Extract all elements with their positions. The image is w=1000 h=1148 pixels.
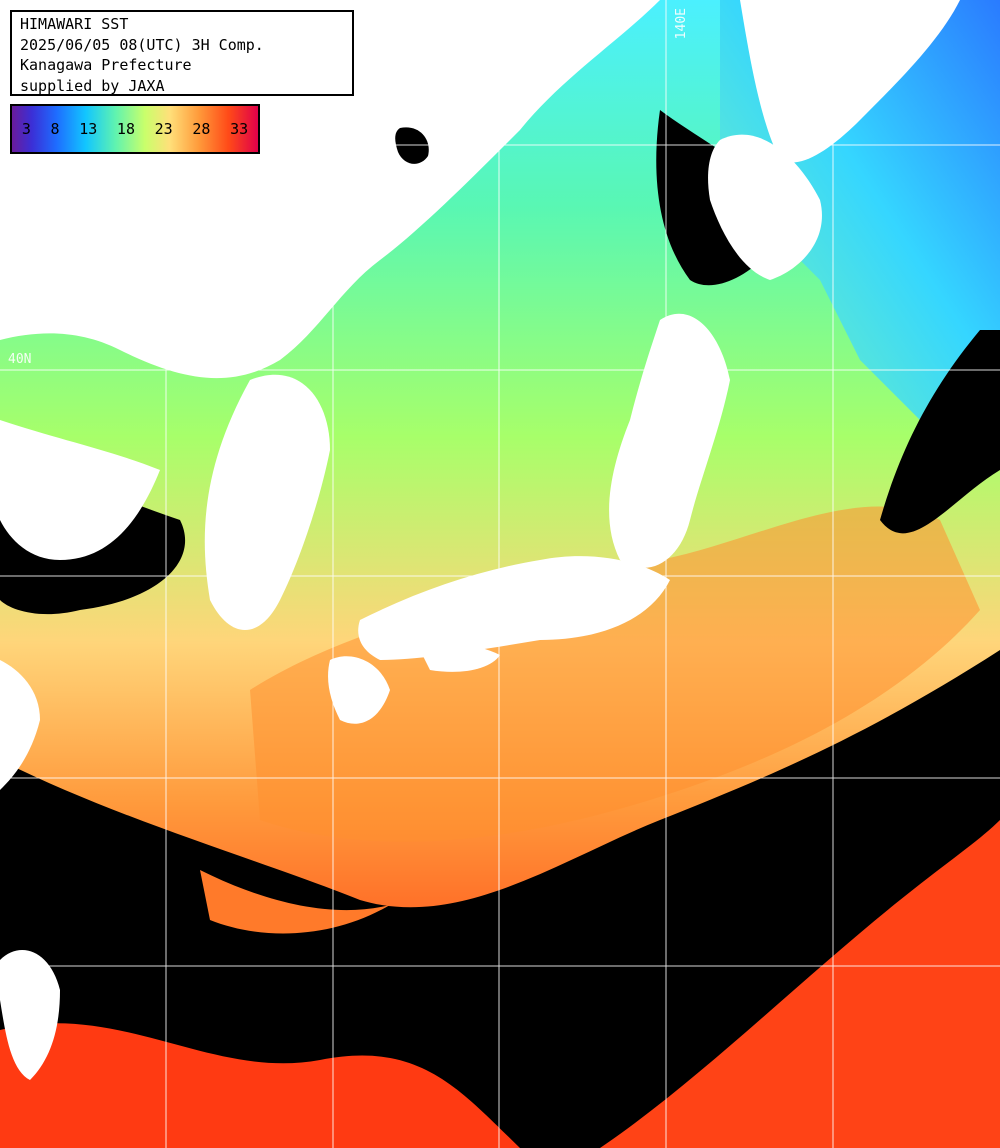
warm-patch-southwest — [0, 1023, 520, 1148]
land-korea — [204, 374, 330, 630]
land-china-coast — [0, 420, 160, 560]
longitude-label: 140E — [674, 8, 689, 40]
land-east-china-coast — [0, 660, 40, 790]
legend-tick: 8 — [50, 120, 60, 138]
land-taiwan — [0, 950, 60, 1080]
title-prefecture: Kanagawa Prefecture — [20, 56, 192, 74]
legend-tick: 3 — [21, 120, 31, 138]
warm-current-band — [250, 506, 980, 842]
title-datetime: 2025/06/05 08(UTC) 3H Comp. — [20, 35, 264, 54]
land-kyushu — [328, 656, 390, 724]
legend-tick: 33 — [230, 120, 249, 138]
temperature-legend: 3 8 13 18 23 28 33 — [10, 104, 260, 154]
warm-patch-southeast — [600, 820, 1000, 1148]
land-honshu-north — [609, 313, 730, 568]
title-product: HIMAWARI SST — [20, 15, 129, 33]
legend-tick: 18 — [116, 120, 135, 138]
land-sakhalin — [740, 0, 960, 163]
land-hokkaido — [708, 134, 822, 280]
land-shikoku — [420, 644, 500, 672]
legend-tick: 13 — [79, 120, 98, 138]
dark-island — [395, 127, 429, 164]
warm-patch-mid — [200, 870, 390, 934]
legend-tick: 23 — [154, 120, 173, 138]
land-honshu-south — [358, 556, 670, 660]
title-supplier: supplied by JAXA — [20, 76, 165, 95]
latitude-label: 40N — [8, 352, 32, 367]
cloud-cover-east — [880, 330, 1000, 534]
legend-tick: 28 — [192, 120, 211, 138]
map-title-box: HIMAWARI SST 2025/06/05 08(UTC) 3H Comp.… — [10, 10, 354, 96]
cloud-cover-south — [0, 650, 1000, 1148]
